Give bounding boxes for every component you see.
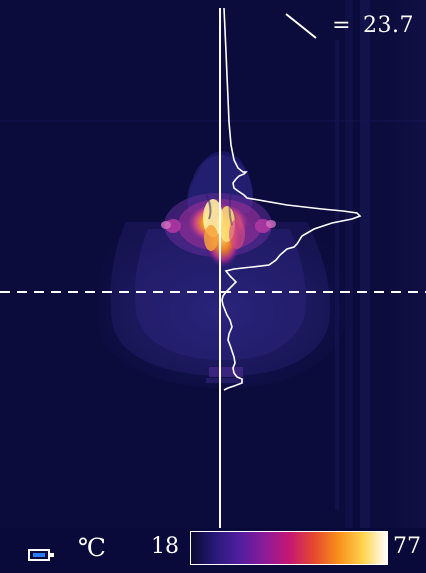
measurement-readout: = 23.7 <box>284 12 414 40</box>
readout-prefix: = <box>332 13 352 38</box>
bottom-status-bar: ℃ 18 77 <box>0 528 426 573</box>
color-scale-bar <box>190 531 388 565</box>
color-scale-min: 18 <box>151 534 179 559</box>
battery-icon <box>28 549 54 561</box>
temperature-readout-value: 23.7 <box>363 13 414 38</box>
temperature-unit: ℃ <box>78 533 106 562</box>
color-scale-max: 77 <box>393 534 421 559</box>
diagonal-line-icon <box>285 13 317 39</box>
